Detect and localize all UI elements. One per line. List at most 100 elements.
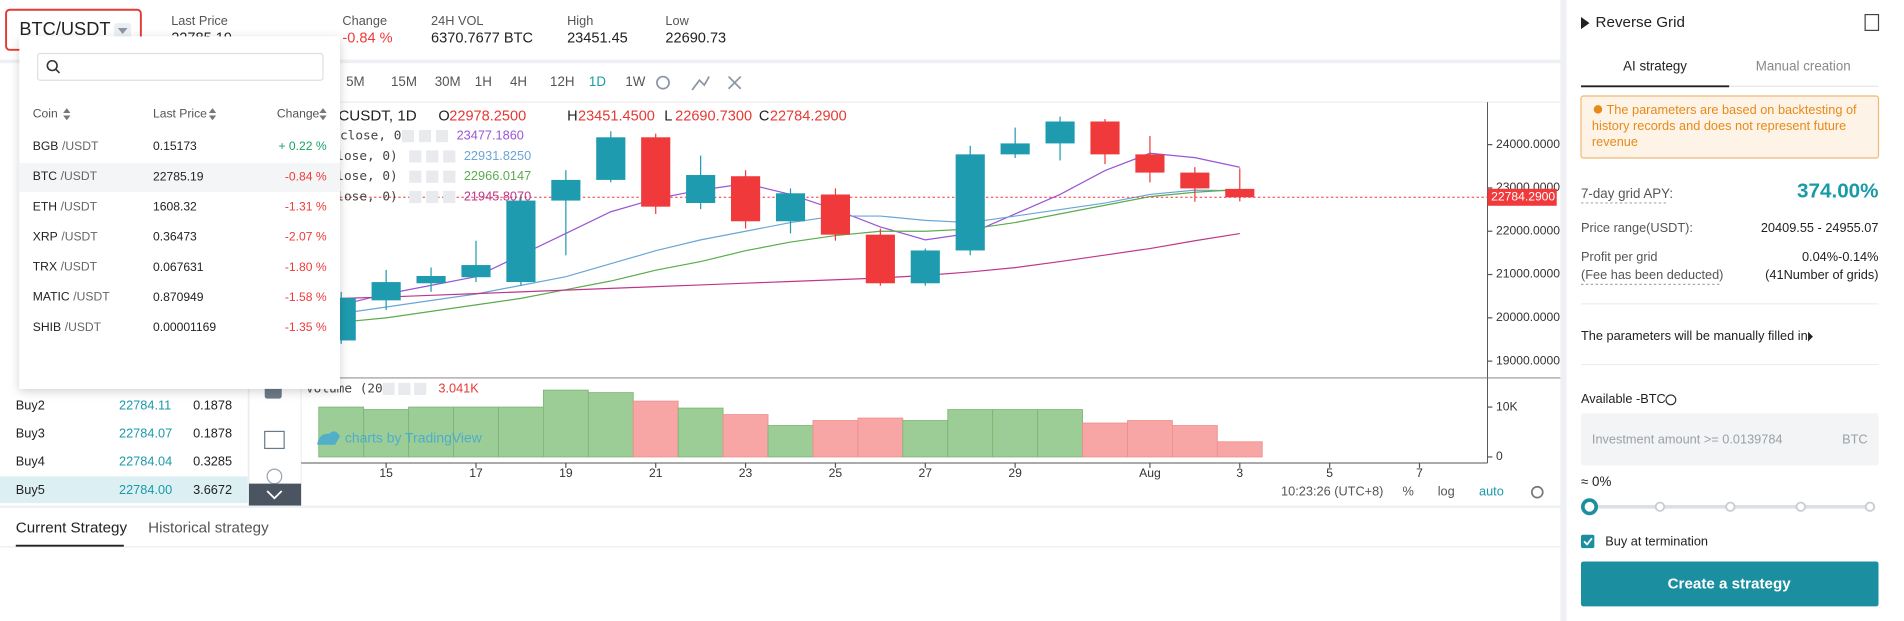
coin-change: + 0.22 % [278,139,326,153]
candle-body [596,137,626,180]
tool-collapse[interactable] [248,483,302,506]
interval[interactable]: 1D [589,74,606,89]
search-box[interactable] [37,52,324,81]
coin-price: 0.870949 [153,290,204,304]
coin: BTC/USDT [33,169,98,183]
panel-tab[interactable]: Manual creation [1756,58,1851,73]
volume-tick-label: 10K [1496,399,1518,413]
strategy-area [0,507,1561,621]
column-header[interactable]: Last Price [153,106,207,120]
indicator-icon[interactable] [691,76,710,91]
interval[interactable]: 5M [346,74,365,89]
legend-icon [414,382,427,395]
stat-value: 23451.45 [567,31,628,47]
order-amount: 0.1878 [193,397,232,412]
column-header[interactable]: Coin [33,106,58,120]
stat-label: Change [342,13,387,28]
profit-value: 0.04%-0.14% [1802,249,1879,264]
coin-change: -1.80 % [285,260,327,274]
candle-body [641,137,671,207]
interval[interactable]: 30M [435,74,461,89]
arrow [1808,331,1813,342]
tab[interactable]: Historical strategy [148,520,269,537]
y-tick-label: 20000.0000 [1496,310,1560,324]
stat-label: High [567,13,593,28]
volume-bar [453,406,499,458]
candle-body [1180,172,1210,189]
fullscreen-icon[interactable] [727,75,742,90]
amount-input[interactable] [1581,413,1879,466]
back-icon[interactable] [1581,17,1590,30]
scale-option[interactable]: % [1403,484,1414,499]
candle-body [731,176,761,222]
interval[interactable]: 12H [550,74,575,89]
scale-option[interactable]: auto [1479,484,1504,499]
ohlc-key: C [759,109,770,125]
create-button[interactable] [1581,561,1879,607]
coin-quote: /USDT [65,320,102,334]
interval[interactable]: 1W [625,74,645,89]
slider-dot[interactable] [1654,501,1666,512]
ma-legend-value: 21945.8070 [464,188,531,203]
ohlc-key: O [438,109,449,125]
range-label: Price range(USDT): [1581,220,1693,235]
volume-tick-label: 0 [1496,449,1503,463]
last-price-label: 22784.2900 [1491,189,1555,203]
coin: XRP/USDT [33,230,99,244]
coin-price: 0.00001169 [153,320,216,334]
search-icon [55,68,61,74]
stat-value: 22690.73 [665,31,726,47]
x-tick-label: 19 [559,466,573,480]
candle-body [686,175,716,203]
coin-change: -2.07 % [285,230,327,244]
order-price: 22784.04 [119,454,172,469]
manual-link[interactable]: The parameters will be manually filled i… [1581,328,1808,343]
panel-tab[interactable]: AI strategy [1623,58,1687,73]
order-side: Buy5 [16,482,45,497]
stat-value: 6370.7677 BTC [431,31,533,47]
interval[interactable]: 1H [475,74,492,89]
stat-label: 24H VOL [431,13,483,28]
x-tick-label: Aug [1139,466,1161,480]
coin-change: -0.84 % [285,169,327,183]
y-tick-label: 22000.0000 [1496,223,1560,237]
coin-price: 1608.32 [153,200,197,214]
order-price: 22784.00 [119,482,172,497]
interval[interactable]: 15M [391,74,417,89]
ohlc-key: L [664,109,672,125]
coin-symbol: SHIB [33,320,61,334]
slider-dot[interactable] [1725,501,1736,512]
candle-body [1045,121,1075,144]
notice-box [1580,95,1880,159]
candle-body [775,193,806,222]
slider-dot[interactable] [1795,501,1806,512]
help-icon[interactable] [1864,13,1880,31]
tool-icon[interactable] [264,386,282,399]
refresh-icon[interactable] [1665,394,1677,406]
tool-icon[interactable] [264,430,285,450]
x-tick-label: 27 [919,466,933,480]
time: 10:23:26 (UTC+8) [1281,484,1383,499]
legend-icon [435,130,449,143]
tab[interactable]: Current Strategy [16,520,128,537]
legend-icon [382,382,395,395]
legend-icon [401,130,415,143]
scale-option[interactable]: log [1438,484,1455,499]
coin: MATIC/USDT [33,290,110,304]
settings-icon[interactable] [656,75,670,90]
chart-settings[interactable] [1530,485,1544,499]
volume-bar [1082,422,1128,458]
coin-price: 0.36473 [153,230,197,244]
slider-handle[interactable] [1580,498,1598,516]
coin-symbol: BTC [33,169,57,183]
ma-legend-value: 22931.8250 [464,148,531,163]
candle-body [1090,121,1120,155]
notice-text: revenue [1592,134,1638,149]
column-header[interactable]: Change [277,106,320,120]
checkbox[interactable] [1581,534,1595,549]
candle-body [506,200,536,283]
slider-dot[interactable] [1864,501,1876,512]
grid-count: (41Number of grids) [1765,267,1878,282]
interval[interactable]: 4H [510,74,527,89]
